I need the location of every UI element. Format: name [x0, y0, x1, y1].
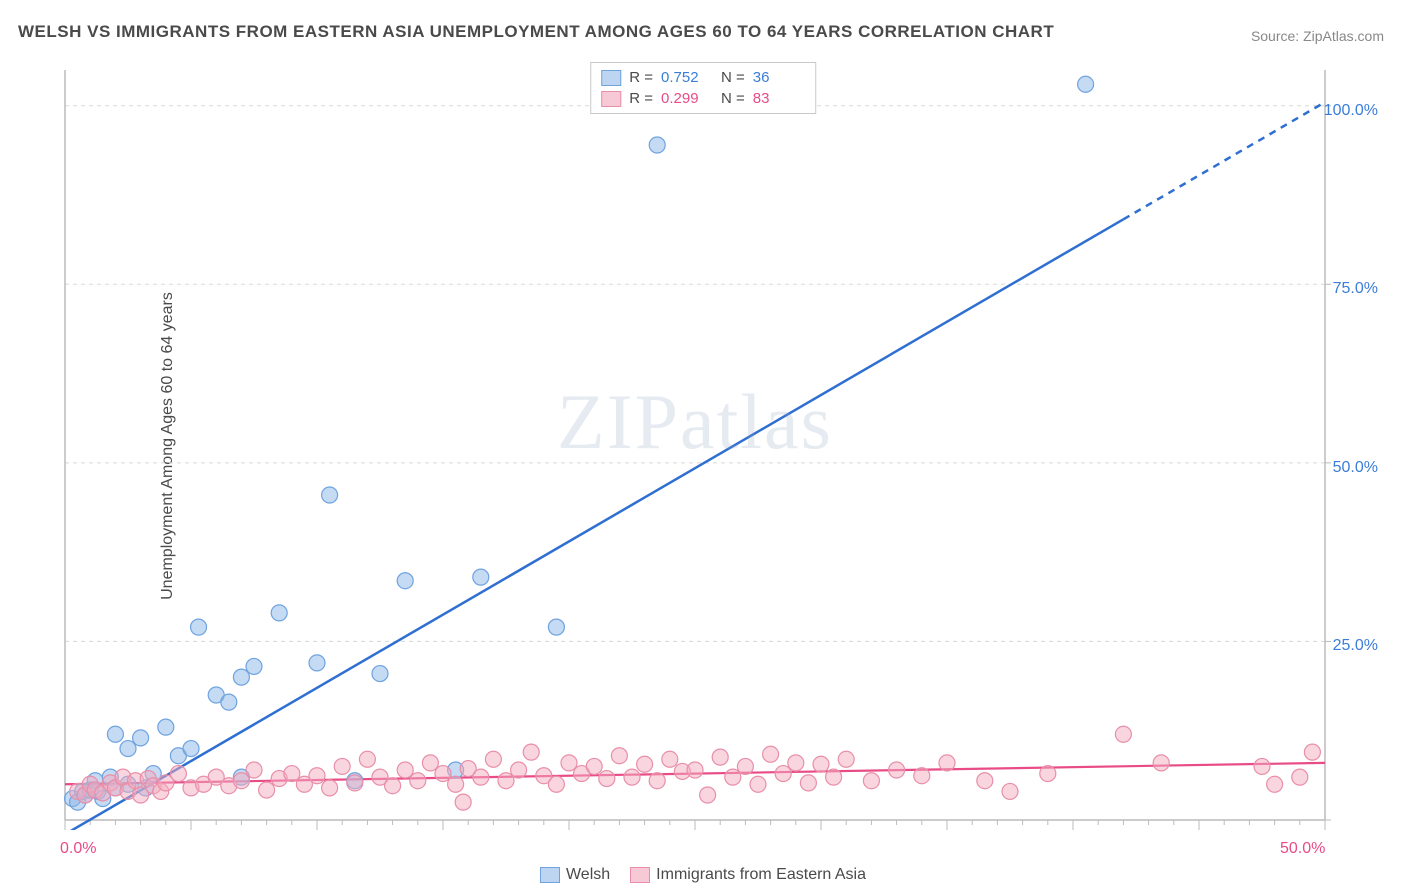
- legend-swatch: [630, 867, 650, 883]
- chart-title: WELSH VS IMMIGRANTS FROM EASTERN ASIA UN…: [18, 22, 1054, 42]
- n-value: 36: [753, 69, 805, 86]
- y-tick-label: 25.0%: [1333, 637, 1378, 655]
- n-value: 83: [753, 90, 805, 107]
- legend-stats: R = 0.752 N = 36 R = 0.299 N = 83: [590, 62, 816, 114]
- legend-swatch: [601, 70, 621, 86]
- legend-item: Immigrants from Eastern Asia: [630, 866, 866, 884]
- chart-svg: [55, 60, 1335, 830]
- legend-swatch: [601, 91, 621, 107]
- chart-source: Source: ZipAtlas.com: [1251, 28, 1384, 44]
- y-tick-label: 75.0%: [1333, 280, 1378, 298]
- r-value: 0.752: [661, 69, 713, 86]
- r-label: R =: [629, 69, 653, 86]
- n-label: N =: [721, 90, 745, 107]
- y-tick-label: 50.0%: [1333, 459, 1378, 477]
- n-label: N =: [721, 69, 745, 86]
- legend-item: Welsh: [540, 866, 610, 884]
- x-tick-label: 0.0%: [60, 840, 96, 858]
- legend-stats-row: R = 0.299 N = 83: [601, 88, 805, 109]
- chart-plot-area: ZIPatlas: [55, 60, 1335, 830]
- r-value: 0.299: [661, 90, 713, 107]
- x-tick-label: 50.0%: [1280, 840, 1325, 858]
- legend-label: Welsh: [566, 866, 610, 884]
- legend-swatch: [540, 867, 560, 883]
- r-label: R =: [629, 90, 653, 107]
- legend-series: Welsh Immigrants from Eastern Asia: [540, 866, 866, 884]
- legend-label: Immigrants from Eastern Asia: [656, 866, 866, 884]
- legend-stats-row: R = 0.752 N = 36: [601, 67, 805, 88]
- y-tick-label: 100.0%: [1324, 102, 1378, 120]
